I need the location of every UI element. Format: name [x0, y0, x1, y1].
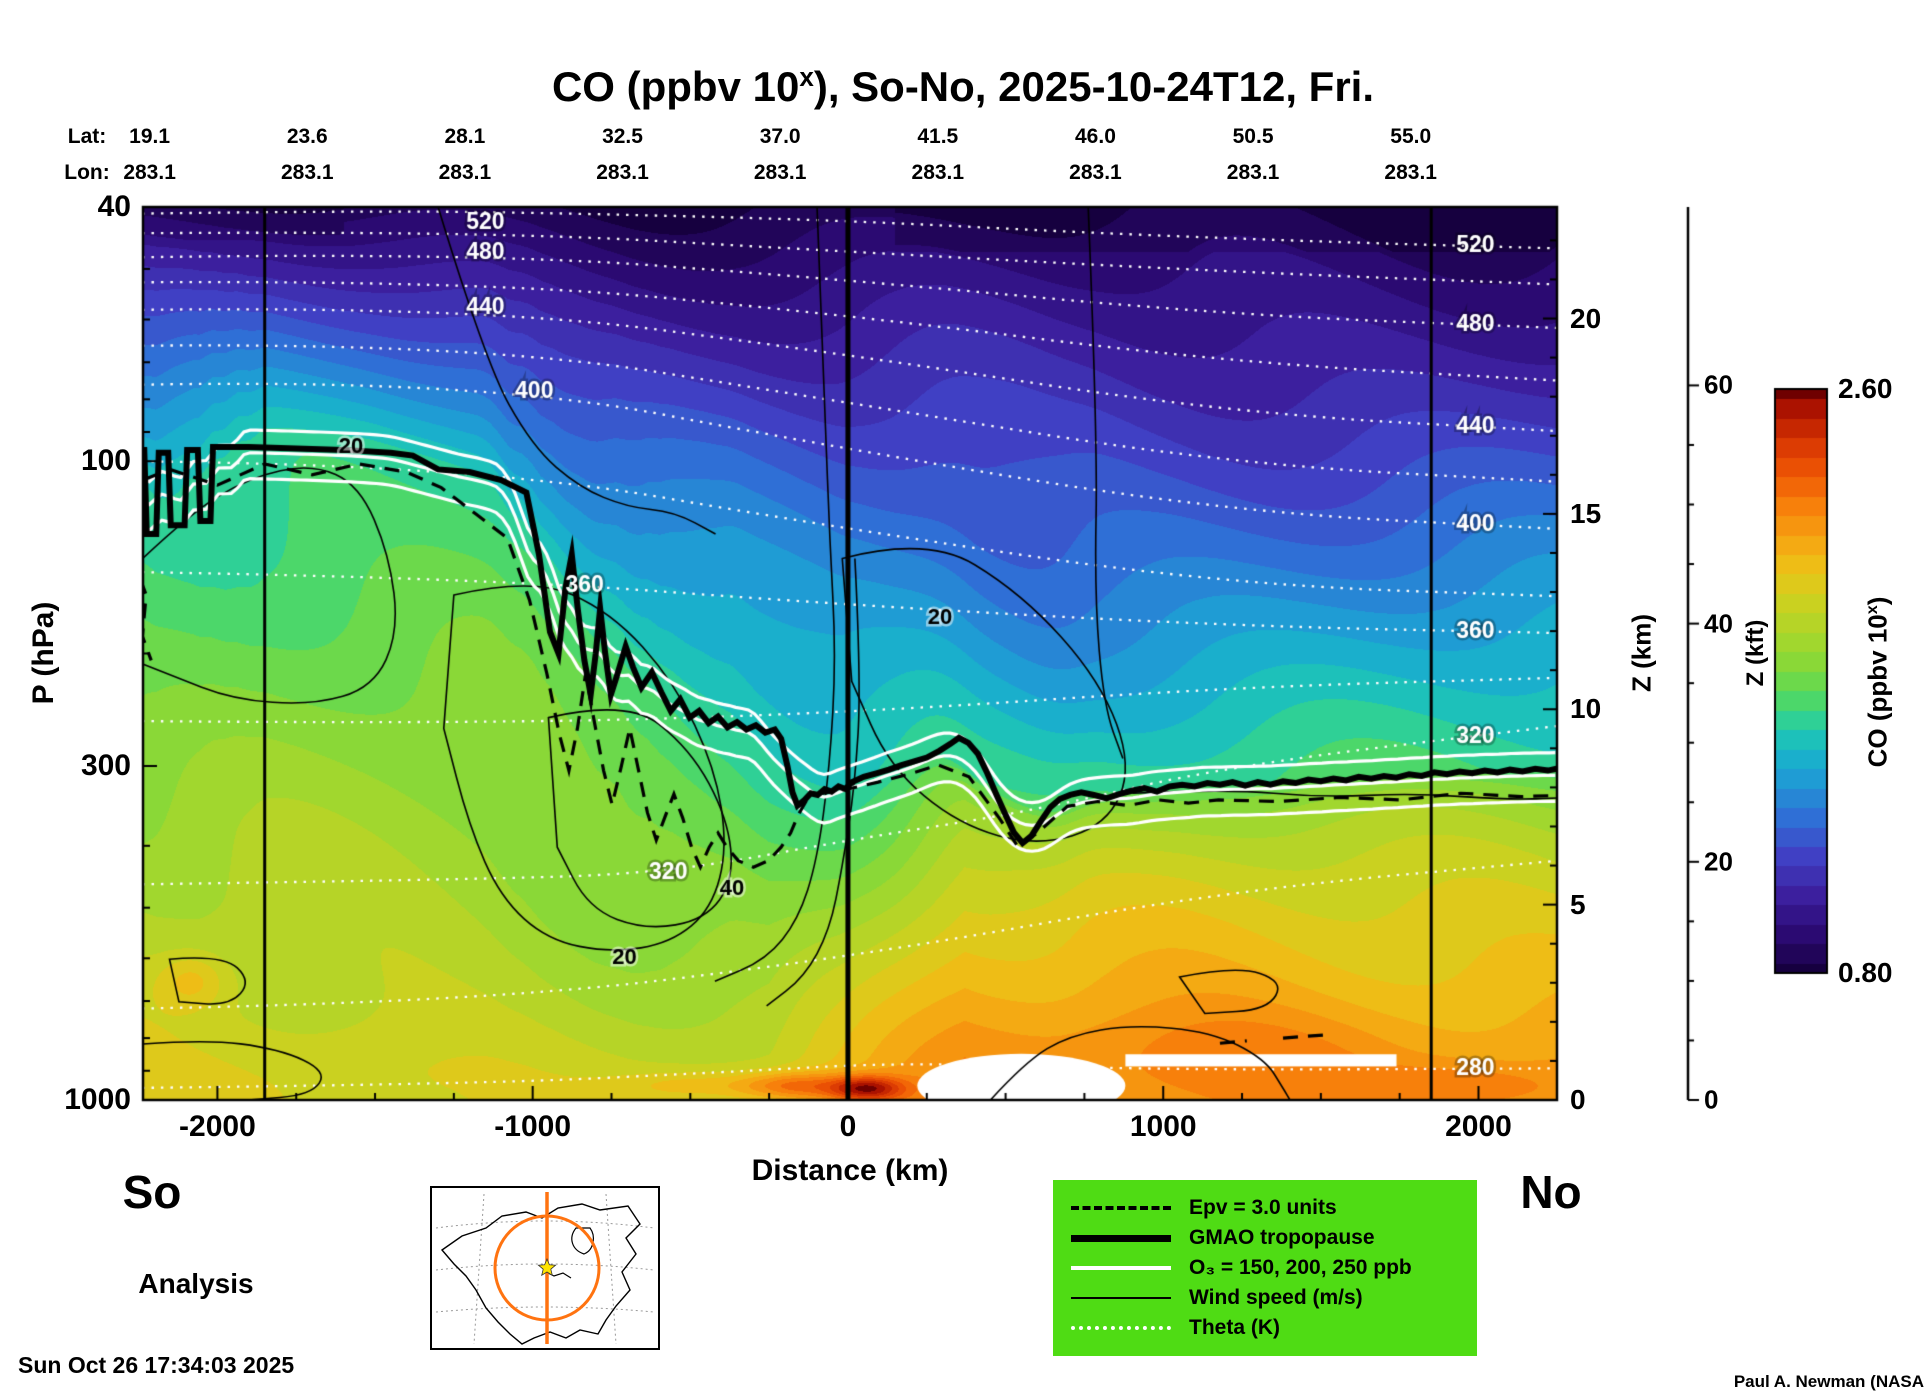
plot-title-exponent: x [799, 62, 814, 92]
legend-item-label: Wind speed (m/s) [1189, 1286, 1363, 1309]
longitude-value-label: 283.1 [753, 161, 807, 184]
longitude-value-label: 283.1 [438, 161, 492, 184]
legend-sample-thin-black [1071, 1297, 1171, 1299]
pressure-axis-title: P (hPa) [27, 601, 60, 705]
plot-title: CO (ppbv 10x), So-No, 2025-10-24T12, Fri… [0, 62, 1926, 111]
credit-text: Paul A. Newman (NASA [1733, 1372, 1924, 1391]
longitude-value-label: 283.1 [596, 161, 649, 184]
colorbar-title: CO (ppbv 10x) [1863, 597, 1894, 768]
distance-tick-label: 0 [839, 1110, 857, 1143]
generation-timestamp: Sun Oct 26 17:34:03 2025 [18, 1352, 295, 1378]
longitude-value-label: 283.1 [1069, 161, 1122, 184]
zkm-tick-label: 10 [1570, 693, 1602, 725]
zkm-tick-label: 5 [1570, 888, 1586, 920]
longitude-value-label: 283.1 [280, 161, 334, 184]
latitude-value-label: 41.5 [917, 125, 959, 148]
map-graticule [435, 1193, 655, 1345]
analysis-label: Analysis [138, 1268, 254, 1299]
north-endpoint-label: No [1520, 1166, 1582, 1218]
distance-tick-label: 1000 [1129, 1110, 1197, 1143]
distance-tick-label: -2000 [179, 1110, 256, 1143]
distance-tick-label: 2000 [1445, 1110, 1512, 1143]
pressure-tick-label: 1000 [64, 1083, 131, 1116]
pressure-tick-label: 300 [80, 748, 131, 782]
map-section-circle [493, 1214, 601, 1322]
legend-item: Wind speed (m/s) [1071, 1286, 1459, 1310]
colorbar-min-label: 0.80 [1838, 957, 1893, 988]
map-hudson-bay [571, 1227, 594, 1255]
legend-item: O₃ = 150, 200, 250 ppb [1071, 1256, 1459, 1280]
plot-title-suffix: ), So-No, 2025-10-24T12, Fri. [813, 63, 1375, 110]
zkft-tick-label: 40 [1704, 608, 1733, 639]
longitude-value-label: 283.1 [123, 161, 176, 184]
distance-axis-title: Distance (km) [751, 1154, 949, 1187]
legend: Epv = 3.0 units GMAO tropopause O₃ = 150, … [1053, 1180, 1477, 1356]
latitude-value-label: 32.5 [602, 125, 643, 148]
south-endpoint-label: So [122, 1166, 182, 1218]
legend-sample-dashed-black [1071, 1206, 1171, 1210]
colorbar-title-prefix: CO (ppbv 10 [1862, 614, 1893, 768]
pressure-tick-label: 100 [80, 444, 131, 478]
map-inset [430, 1186, 660, 1350]
colorbar-max-label: 2.60 [1838, 373, 1893, 404]
lat-axis-key: Lat: [67, 125, 107, 148]
latitude-value-label: 19.1 [129, 125, 171, 148]
legend-item: GMAO tropopause [1071, 1226, 1459, 1250]
lon-axis-key: Lon: [64, 161, 110, 184]
latitude-value-label: 23.6 [286, 125, 328, 148]
legend-item: Theta (K) [1071, 1316, 1459, 1340]
legend-item-label: GMAO tropopause [1189, 1226, 1375, 1249]
legend-sample-thick-black [1071, 1234, 1171, 1242]
latitude-value-label: 37.0 [759, 125, 801, 148]
plot-title-prefix: CO (ppbv 10 [551, 63, 800, 110]
zkm-tick-label: 0 [1570, 1084, 1586, 1115]
zkft-tick-label: 20 [1704, 846, 1733, 877]
latitude-value-label: 50.5 [1232, 125, 1274, 148]
longitude-value-label: 283.1 [1384, 161, 1437, 184]
distance-tick-label: -1000 [494, 1110, 572, 1143]
colorbar-title-suffix: ) [1862, 596, 1893, 606]
latitude-value-label: 28.1 [444, 125, 486, 148]
map-section-star [537, 1257, 557, 1277]
legend-sample-white-line [1071, 1266, 1171, 1270]
latitude-value-label: 46.0 [1075, 125, 1116, 148]
zkft-axis-title: Z (kft) [1742, 619, 1769, 687]
colorbar-title-exponent: x [1862, 605, 1881, 615]
zkm-axis-title: Z (km) [1626, 614, 1657, 692]
zkm-tick-label: 15 [1570, 497, 1602, 529]
legend-sample-dotted-white [1071, 1326, 1171, 1330]
longitude-value-label: 283.1 [911, 161, 965, 184]
pressure-tick-label: 40 [97, 190, 131, 223]
legend-item-label: Theta (K) [1189, 1316, 1280, 1339]
latitude-value-label: 55.0 [1390, 125, 1432, 148]
legend-item-label: O₃ = 150, 200, 250 ppb [1189, 1256, 1412, 1279]
legend-item: Epv = 3.0 units [1071, 1196, 1459, 1220]
zkft-tick-label: 60 [1704, 369, 1733, 400]
zkm-tick-label: 20 [1570, 302, 1602, 334]
longitude-value-label: 283.1 [1226, 161, 1280, 184]
zkft-tick-label: 0 [1704, 1084, 1719, 1115]
legend-item-label: Epv = 3.0 units [1189, 1196, 1337, 1219]
